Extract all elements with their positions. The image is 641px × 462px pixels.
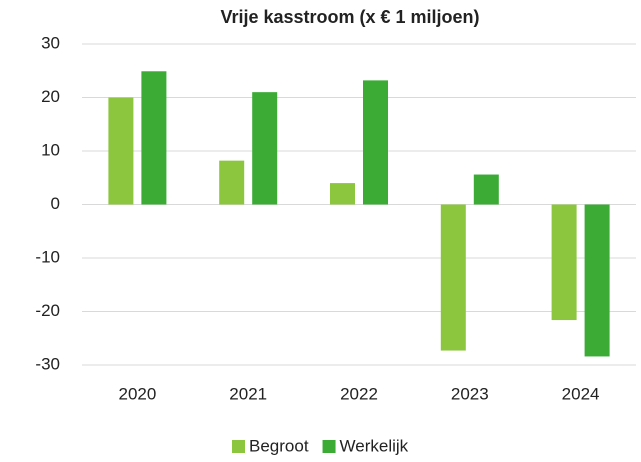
bar <box>108 97 134 205</box>
x-tick-label: 2022 <box>340 384 378 403</box>
bar <box>252 92 278 205</box>
bar <box>363 80 388 205</box>
y-tick-label: 0 <box>51 194 60 213</box>
legend-swatch <box>322 440 336 453</box>
legend-swatch <box>232 440 245 453</box>
y-tick-label: -30 <box>35 354 60 373</box>
legend-label: Werkelijk <box>340 436 409 455</box>
x-tick-label: 2024 <box>562 384 600 403</box>
x-tick-label: 2021 <box>229 384 267 403</box>
y-tick-label: 30 <box>41 33 60 52</box>
legend-label: Begroot <box>249 436 309 455</box>
y-tick-label: -20 <box>35 301 60 320</box>
chart-title: Vrije kasstroom (x € 1 miljoen) <box>220 7 479 27</box>
y-tick-label: -10 <box>35 247 60 266</box>
y-tick-label: 10 <box>41 140 60 159</box>
bar <box>330 183 355 205</box>
bar <box>473 174 499 205</box>
bar <box>584 204 610 357</box>
bar <box>219 160 245 205</box>
x-tick-label: 2020 <box>118 384 156 403</box>
y-tick-label: 20 <box>41 87 60 106</box>
bar <box>141 71 167 205</box>
bar <box>440 204 466 351</box>
x-tick-label: 2023 <box>451 384 489 403</box>
bar <box>551 204 577 321</box>
